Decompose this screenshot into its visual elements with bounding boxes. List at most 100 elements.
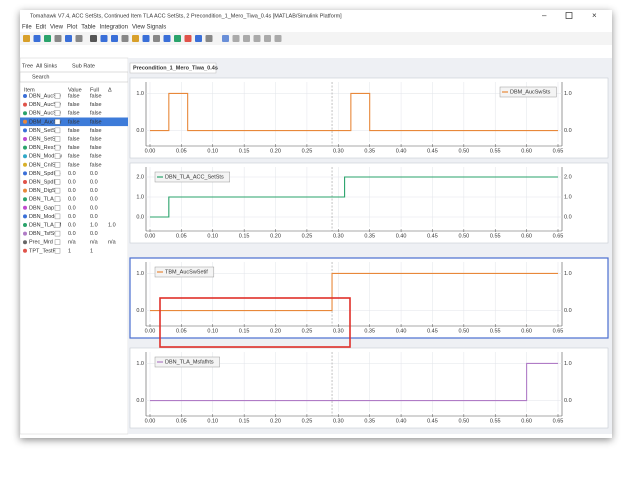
toolbar-button[interactable] — [111, 35, 118, 42]
legend-box[interactable] — [499, 86, 557, 98]
x-tick-label: 0.45 — [427, 148, 438, 154]
toolbar-button[interactable] — [174, 35, 181, 42]
toolbar-button[interactable] — [44, 35, 51, 42]
signal-value: false — [68, 128, 80, 134]
toolbar-button[interactable] — [184, 35, 192, 42]
signal-full: 0.0 — [90, 171, 98, 177]
signal-checkbox[interactable] — [54, 127, 61, 134]
signal-checkbox[interactable] — [54, 162, 61, 168]
maximize-button[interactable] — [565, 12, 573, 19]
signal-checkbox[interactable] — [54, 136, 61, 142]
menu-item[interactable]: Table — [81, 25, 96, 31]
signal-value: false — [68, 111, 80, 117]
menu-item[interactable]: Plot — [67, 25, 78, 31]
toolbar-button[interactable] — [90, 35, 97, 42]
toolbar-button[interactable] — [205, 35, 213, 42]
signal-icon[interactable] — [23, 154, 27, 159]
signal-full: n/a — [90, 240, 99, 246]
plot-tab[interactable] — [129, 62, 217, 74]
y-tick-label: 0.0 — [136, 128, 144, 134]
menu-item[interactable]: Integration — [100, 25, 128, 31]
signal-icon[interactable] — [23, 171, 27, 176]
y-tick-label-right: 0.0 — [564, 398, 572, 404]
toolbar-button[interactable] — [54, 35, 62, 42]
toolbar-button[interactable] — [121, 35, 129, 42]
x-tick-label: 0.00 — [145, 328, 156, 334]
signal-icon[interactable] — [23, 162, 27, 167]
signal-checkbox[interactable] — [54, 239, 61, 245]
signal-icon[interactable] — [23, 102, 27, 107]
signal-icon[interactable] — [23, 223, 27, 227]
x-tick-label: 0.45 — [427, 418, 438, 424]
signal-checkbox[interactable] — [54, 93, 61, 99]
x-tick-label: 0.55 — [490, 233, 501, 239]
signal-icon[interactable] — [23, 205, 27, 210]
signal-icon[interactable] — [23, 128, 27, 133]
y-tick-label-right: 2.0 — [564, 174, 572, 180]
signal-icon[interactable] — [23, 111, 27, 116]
y-tick-label-right: 1.0 — [564, 91, 572, 97]
signal-checkbox[interactable] — [54, 144, 61, 151]
signal-checkbox[interactable] — [54, 196, 61, 202]
minimize-button[interactable]: – — [542, 11, 547, 20]
menu-item[interactable]: Edit — [36, 25, 47, 31]
signal-icon[interactable] — [23, 137, 27, 141]
sidebar-tab[interactable]: Tree — [22, 63, 33, 69]
toolbar-button[interactable] — [222, 35, 229, 42]
toolbar-button[interactable] — [100, 35, 108, 42]
sidebar-tab[interactable]: All Sinks — [36, 63, 57, 69]
signal-checkbox[interactable] — [54, 187, 61, 194]
toolbar-button[interactable] — [195, 35, 202, 42]
signal-name: DBN_ModSw — [29, 154, 62, 160]
toolbar-button[interactable] — [274, 35, 282, 42]
toolbar-button[interactable] — [75, 35, 83, 42]
signal-icon[interactable] — [23, 94, 27, 98]
signal-checkbox[interactable] — [54, 101, 61, 108]
close-button[interactable]: × — [592, 11, 597, 20]
toolbar-button[interactable] — [142, 35, 150, 42]
signal-checkbox[interactable] — [54, 213, 61, 220]
signal-icon[interactable] — [23, 248, 27, 253]
signal-checkbox[interactable] — [54, 153, 61, 159]
signal-full: 0.0 — [90, 214, 98, 220]
signal-value: 0.0 — [68, 179, 76, 185]
toolbar-button[interactable] — [65, 35, 72, 42]
legend-box[interactable] — [154, 356, 220, 368]
signal-icon[interactable] — [23, 119, 27, 124]
signal-name: DBN_ResSw — [29, 145, 61, 151]
legend-box[interactable] — [154, 171, 230, 183]
toolbar-button[interactable] — [23, 35, 30, 42]
signal-icon[interactable] — [23, 231, 27, 236]
toolbar-button[interactable] — [253, 35, 261, 42]
toolbar-button[interactable] — [33, 35, 41, 42]
signal-checkbox[interactable] — [54, 248, 61, 254]
signal-checkbox[interactable] — [54, 170, 61, 177]
signal-icon[interactable] — [23, 145, 27, 150]
signal-checkbox[interactable] — [54, 110, 61, 116]
toolbar-button[interactable] — [264, 35, 271, 42]
legend-box[interactable] — [154, 266, 215, 278]
menu-item[interactable]: View — [50, 25, 64, 31]
signal-name: DBN_AucSw — [29, 111, 61, 117]
title-bar — [20, 10, 612, 22]
signal-checkbox[interactable] — [54, 205, 61, 211]
menu-item[interactable]: View Signals — [132, 25, 166, 31]
signal-checkbox[interactable] — [54, 230, 61, 237]
signal-full: false — [90, 145, 102, 151]
toolbar-button[interactable] — [132, 35, 139, 42]
toolbar-button[interactable] — [232, 35, 240, 42]
toolbar-button[interactable] — [153, 35, 160, 42]
signal-checkbox[interactable] — [54, 222, 61, 228]
signal-icon[interactable] — [23, 180, 27, 184]
toolbar-button[interactable] — [163, 35, 171, 42]
signal-icon[interactable] — [23, 188, 27, 193]
signal-icon[interactable] — [23, 214, 27, 219]
toolbar-button[interactable] — [243, 35, 250, 42]
signal-icon[interactable] — [23, 240, 27, 245]
sidebar-tab[interactable]: Sub Rate — [72, 63, 95, 69]
signal-checkbox[interactable] — [54, 119, 61, 125]
y-tick-label: 0.0 — [136, 308, 144, 314]
signal-checkbox[interactable] — [54, 179, 61, 185]
signal-icon[interactable] — [23, 197, 27, 202]
menu-item[interactable]: File — [22, 25, 32, 31]
